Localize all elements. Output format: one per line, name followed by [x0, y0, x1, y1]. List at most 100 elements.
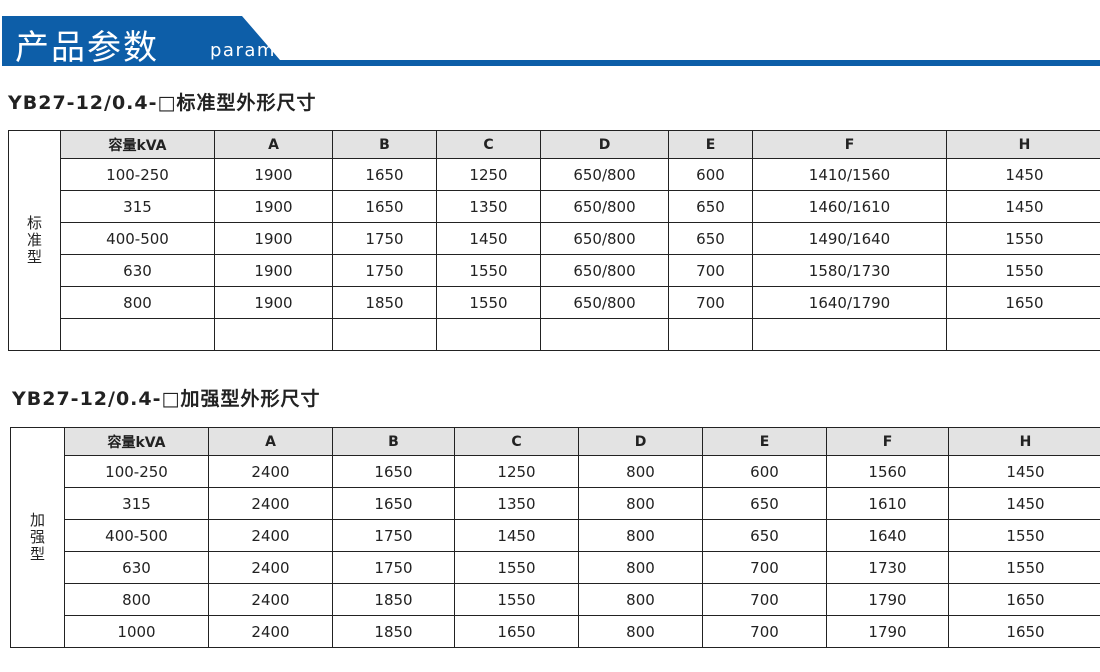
column-header: E	[702, 427, 827, 456]
table-cell	[540, 318, 669, 351]
table-cell	[214, 318, 333, 351]
table-cell: 1650	[332, 487, 455, 520]
table-row	[9, 318, 1100, 351]
column-header: 容量kVA	[64, 427, 209, 456]
table-cell: 1640/1790	[752, 286, 947, 319]
table-cell: 650/800	[540, 158, 669, 191]
table-cell: 650	[668, 222, 753, 255]
header-rule	[345, 60, 1100, 66]
table-cell: 1250	[436, 158, 541, 191]
table-cell: 100-250	[60, 158, 215, 191]
table-cell: 1900	[214, 286, 333, 319]
table-cell: 700	[702, 551, 827, 584]
page-subtitle: parameter	[210, 40, 319, 61]
table-cell: 700	[702, 615, 827, 648]
table-cell: 1560	[826, 455, 949, 488]
table-cell: 1550	[454, 551, 579, 584]
table-cell: 650	[702, 487, 827, 520]
table-cell: 1790	[826, 615, 949, 648]
table-cell: 1730	[826, 551, 949, 584]
table-cell: 1650	[332, 190, 437, 223]
table-cell: 1550	[948, 519, 1100, 552]
table-cell: 400-500	[64, 519, 209, 552]
table-cell: 1750	[332, 222, 437, 255]
table-cell: 1850	[332, 615, 455, 648]
table-cell	[332, 318, 437, 351]
column-header: F	[826, 427, 949, 456]
table-cell: 1350	[436, 190, 541, 223]
reinforced-section-title: YB27-12/0.4-□加强型外形尺寸	[12, 388, 321, 410]
table-cell: 1650	[948, 583, 1100, 616]
column-header: 容量kVA	[60, 130, 215, 159]
column-header: A	[208, 427, 333, 456]
table-cell: 1550	[948, 551, 1100, 584]
table-cell: 1450	[436, 222, 541, 255]
table-cell: 1850	[332, 583, 455, 616]
table-cell: 1550	[454, 583, 579, 616]
table-cell: 1640	[826, 519, 949, 552]
table-cell	[668, 318, 753, 351]
side-label-text: 标准型	[26, 214, 42, 266]
table-row: 800 2400 1850 1550 800 700 1790 1650	[11, 583, 1100, 616]
table-row: 315 1900 1650 1350 650/800 650 1460/1610 1450	[9, 190, 1100, 223]
table-cell: 2400	[208, 487, 333, 520]
standard-dimensions-table: 标准型 容量kVA A B C D E F H 100-250 1900 1650 1250 650/80…	[8, 130, 1100, 351]
table-cell: 650	[668, 190, 753, 223]
table-cell: 1650	[332, 158, 437, 191]
table-cell: 800	[578, 519, 703, 552]
table-cell: 650/800	[540, 190, 669, 223]
table-row: 315 2400 1650 1350 800 650 1610 1450	[11, 487, 1100, 520]
table-cell: 1350	[454, 487, 579, 520]
table-cell: 600	[668, 158, 753, 191]
column-header: H	[946, 130, 1100, 159]
table-cell: 1750	[332, 519, 455, 552]
table-cell: 100-250	[64, 455, 209, 488]
standard-section-title: YB27-12/0.4-□标准型外形尺寸	[8, 92, 317, 114]
side-label: 标准型	[8, 130, 61, 351]
table-cell: 1650	[454, 615, 579, 648]
table-row: 1000 2400 1850 1650 800 700 1790 1650	[11, 615, 1100, 648]
table-cell: 1450	[946, 190, 1100, 223]
table-cell: 2400	[208, 551, 333, 584]
column-header: F	[752, 130, 947, 159]
table-cell: 1750	[332, 551, 455, 584]
table-cell: 315	[60, 190, 215, 223]
table-cell: 1550	[946, 222, 1100, 255]
table-row: 400-500 1900 1750 1450 650/800 650 1490/1640 15…	[9, 222, 1100, 255]
table-cell	[436, 318, 541, 351]
column-header: C	[436, 130, 541, 159]
table-cell: 1650	[946, 286, 1100, 319]
table-cell: 1550	[436, 286, 541, 319]
table-cell: 1610	[826, 487, 949, 520]
table-cell: 1650	[332, 455, 455, 488]
column-header: B	[332, 427, 455, 456]
table-row: 100-250 2400 1650 1250 800 600 1560 1450	[11, 455, 1100, 488]
table-cell: 1900	[214, 222, 333, 255]
table-cell: 1650	[948, 615, 1100, 648]
table-row: 800 1900 1850 1550 650/800 700 1640/1790 1650	[9, 286, 1100, 319]
column-header: A	[214, 130, 333, 159]
table-row: 400-500 2400 1750 1450 800 650 1640 1550	[11, 519, 1100, 552]
table-cell: 1550	[946, 254, 1100, 287]
table-cell: 630	[60, 254, 215, 287]
table-cell: 650/800	[540, 254, 669, 287]
column-header: D	[540, 130, 669, 159]
table-cell: 1850	[332, 286, 437, 319]
table-cell: 650/800	[540, 286, 669, 319]
table-cell: 1580/1730	[752, 254, 947, 287]
table-cell: 800	[578, 583, 703, 616]
table-cell: 1460/1610	[752, 190, 947, 223]
table-cell	[946, 318, 1100, 351]
table-cell: 1900	[214, 254, 333, 287]
table-cell	[60, 318, 215, 351]
table-cell: 700	[668, 254, 753, 287]
table-cell: 1450	[948, 455, 1100, 488]
table-cell: 1450	[946, 158, 1100, 191]
side-label: 加强型	[10, 427, 65, 648]
table-row: 630 2400 1750 1550 800 700 1730 1550	[11, 551, 1100, 584]
table-row: 630 1900 1750 1550 650/800 700 1580/1730 1550	[9, 254, 1100, 287]
table-cell: 1900	[214, 158, 333, 191]
side-label-text: 加强型	[29, 511, 45, 563]
table-cell: 700	[668, 286, 753, 319]
column-header: D	[578, 427, 703, 456]
